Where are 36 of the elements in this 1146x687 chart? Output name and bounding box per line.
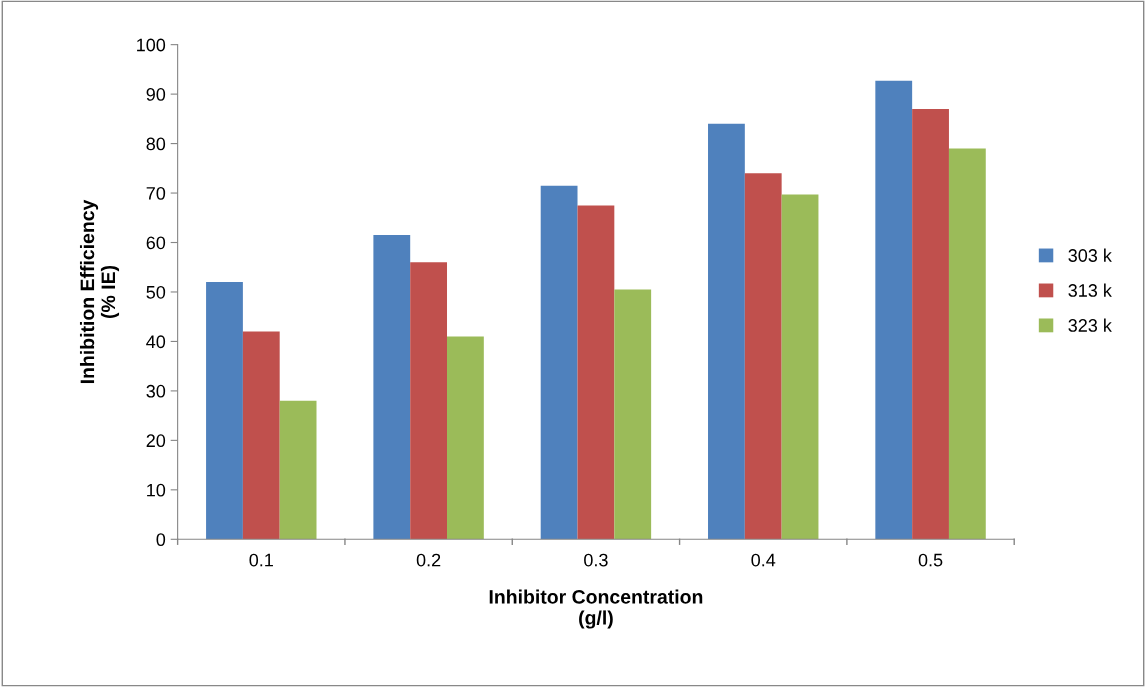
bar xyxy=(206,282,243,540)
bar xyxy=(577,205,615,540)
x-tick-label: 0.2 xyxy=(416,553,441,567)
bar xyxy=(875,80,913,540)
bar xyxy=(781,194,819,540)
y-tick-label: 20 xyxy=(146,434,166,448)
x-axis-title: Inhibitor Concentration (g/l) xyxy=(489,589,703,629)
y-tick-label: 70 xyxy=(146,186,166,200)
y-axis-title: Inhibition Efficiency (% IE) xyxy=(79,199,120,384)
bar xyxy=(447,336,484,540)
y-tick-label: 80 xyxy=(146,137,166,151)
y-tick-label: 10 xyxy=(147,483,166,497)
y-tick-label: 50 xyxy=(146,285,166,299)
legend-label: 303 k xyxy=(1068,248,1112,262)
y-tick-label: 60 xyxy=(146,236,166,250)
bar xyxy=(279,400,317,540)
y-tick-label: 30 xyxy=(146,384,166,398)
bar xyxy=(708,123,745,540)
bar xyxy=(540,185,578,540)
bar xyxy=(614,289,652,540)
x-tick-label: 0.4 xyxy=(751,553,776,567)
x-tick-label: 0.1 xyxy=(249,553,273,567)
bar xyxy=(410,262,448,540)
y-tick-label: 100 xyxy=(137,38,166,52)
x-tick-label: 0.5 xyxy=(918,553,943,567)
y-tick-label: 90 xyxy=(146,88,166,101)
y-tick-label: 0 xyxy=(156,533,166,547)
bar xyxy=(373,235,411,540)
bar xyxy=(912,108,949,540)
bar xyxy=(744,173,782,540)
legend-label: 313 k xyxy=(1068,283,1112,297)
bar xyxy=(242,331,280,540)
x-tick-label: 0.3 xyxy=(584,553,608,567)
y-tick-label: 40 xyxy=(146,335,166,349)
legend-label: 323 k xyxy=(1068,318,1112,332)
bar xyxy=(948,148,986,540)
